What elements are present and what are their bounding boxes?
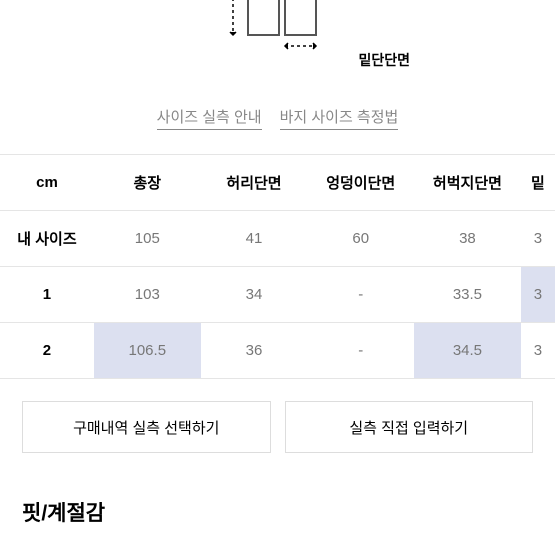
table-cell: 3	[521, 267, 555, 323]
size-diagram: 밑단단면	[0, 0, 555, 90]
unit-header: cm	[0, 155, 94, 211]
table-cell: 41	[201, 211, 308, 267]
col-header: 허리단면	[201, 155, 308, 211]
table-cell: 33.5	[414, 267, 521, 323]
table-cell: 36	[201, 323, 308, 379]
table-cell: 60	[307, 211, 414, 267]
table-row: 내 사이즈1054160383	[0, 211, 555, 267]
fit-season-title: 핏/계절감	[0, 453, 555, 527]
row-label: 2	[0, 323, 94, 379]
table-cell: -	[307, 267, 414, 323]
table-row: 110334-33.53	[0, 267, 555, 323]
select-history-button[interactable]: 구매내역 실측 선택하기	[22, 401, 271, 453]
col-header: 허벅지단면	[414, 155, 521, 211]
col-header: 총장	[94, 155, 201, 211]
direct-input-button[interactable]: 실측 직접 입력하기	[285, 401, 534, 453]
table-cell: 3	[521, 211, 555, 267]
col-header: 엉덩이단면	[307, 155, 414, 211]
table-cell: 34	[201, 267, 308, 323]
hem-label: 밑단단면	[358, 50, 410, 70]
table-cell: -	[307, 323, 414, 379]
pants-diagram-svg	[193, 0, 363, 80]
table-cell: 105	[94, 211, 201, 267]
row-label: 1	[0, 267, 94, 323]
row-label: 내 사이즈	[0, 211, 94, 267]
size-table: cm 총장 허리단면 엉덩이단면 허벅지단면 밑 내 사이즈1054160383…	[0, 154, 555, 379]
action-buttons: 구매내역 실측 선택하기 실측 직접 입력하기	[0, 379, 555, 453]
table-cell: 38	[414, 211, 521, 267]
table-cell: 103	[94, 267, 201, 323]
guide-links: 사이즈 실측 안내 바지 사이즈 측정법	[0, 90, 555, 154]
table-header-row: cm 총장 허리단면 엉덩이단면 허벅지단면 밑	[0, 155, 555, 211]
table-cell: 3	[521, 323, 555, 379]
table-cell: 106.5	[94, 323, 201, 379]
size-guide-link[interactable]: 사이즈 실측 안내	[157, 106, 262, 130]
table-cell: 34.5	[414, 323, 521, 379]
col-header: 밑	[521, 155, 555, 211]
measure-guide-link[interactable]: 바지 사이즈 측정법	[280, 106, 399, 130]
table-row: 2106.536-34.53	[0, 323, 555, 379]
